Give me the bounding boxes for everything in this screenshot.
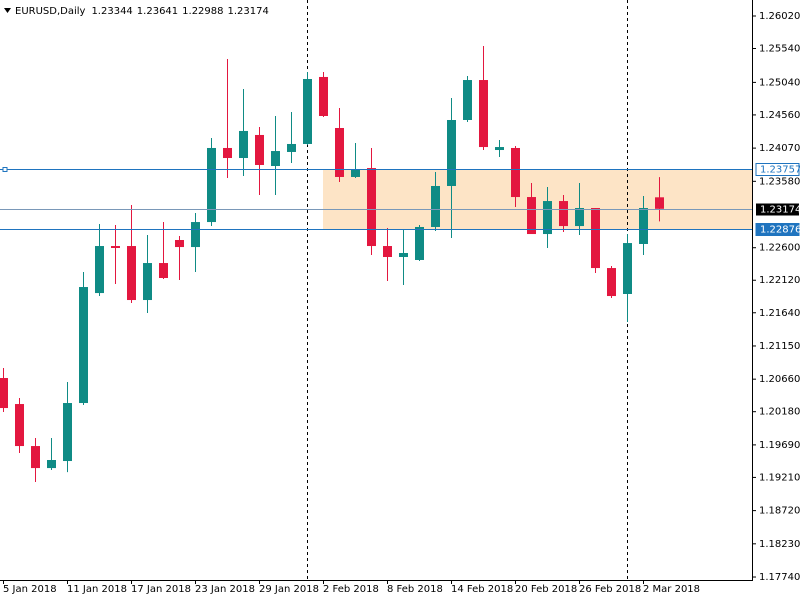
candle-body <box>543 201 552 235</box>
price-label-box <box>756 203 799 216</box>
symbol: EURUSD,Daily <box>15 6 86 17</box>
x-tick-label: 5 Jan 2018 <box>3 584 57 595</box>
header-close: 1.23174 <box>228 6 269 17</box>
candle-body <box>255 134 264 165</box>
candle-body <box>271 151 280 167</box>
candle-body <box>175 239 184 248</box>
candle-body <box>287 143 296 152</box>
x-tick-label: 20 Feb 2018 <box>515 584 577 595</box>
y-tick-label: 1.20660 <box>759 374 800 385</box>
x-tick-label: 23 Jan 2018 <box>195 584 255 595</box>
candle-body <box>591 208 600 269</box>
y-tick-label: 1.25540 <box>759 44 800 55</box>
candle-body <box>31 446 40 469</box>
y-tick-label: 1.21150 <box>759 341 800 352</box>
candle-body <box>623 243 632 294</box>
y-tick-label: 1.18720 <box>759 506 800 517</box>
y-tick-label: 1.22600 <box>759 243 800 254</box>
candle-body <box>127 246 136 301</box>
candle-body <box>463 80 472 120</box>
candle-body <box>415 226 424 260</box>
candle-body <box>303 79 312 144</box>
candle-body <box>607 268 616 297</box>
candle-body <box>447 119 456 186</box>
candle-body <box>655 197 664 209</box>
x-tick-label: 8 Feb 2018 <box>387 584 443 595</box>
candle-body <box>479 80 488 148</box>
candle-body <box>0 378 8 409</box>
candle-body <box>319 76 328 116</box>
y-tick-label: 1.21640 <box>759 308 800 319</box>
price-label: 1.23174 <box>760 205 800 216</box>
candle-body <box>191 222 200 248</box>
header: EURUSD,Daily 1.23344 1.23641 1.22988 1.23174 <box>15 6 269 17</box>
zone <box>323 169 752 230</box>
candle-body <box>95 246 104 294</box>
candle-body <box>575 208 584 227</box>
y-tick-label: 1.25040 <box>759 77 800 88</box>
level-label: 1.22876 <box>760 225 800 236</box>
x-tick-label: 26 Feb 2018 <box>579 584 641 595</box>
y-tick-label: 1.24560 <box>759 110 800 121</box>
level-anchor <box>2 167 8 172</box>
candle-body <box>47 460 56 469</box>
x-tick-label: 29 Jan 2018 <box>259 584 319 595</box>
y-tick-label: 1.22120 <box>759 275 800 286</box>
candle-body <box>367 168 376 247</box>
level-label: 1.23757 <box>760 165 800 176</box>
x-tick-label: 14 Feb 2018 <box>451 584 513 595</box>
candle-body <box>511 147 520 198</box>
candle-body <box>527 197 536 235</box>
header-open: 1.23344 <box>91 6 132 17</box>
candle-body <box>79 287 88 404</box>
candle-body <box>351 170 360 177</box>
x-tick-label: 17 Jan 2018 <box>131 584 191 595</box>
y-tick-label: 1.17740 <box>759 572 800 583</box>
level-label-box <box>755 223 800 236</box>
level-label-box <box>755 163 800 176</box>
candle-body <box>639 208 648 244</box>
candle-body <box>159 263 168 279</box>
y-tick-label: 1.24070 <box>759 143 800 154</box>
menu-arrow[interactable] <box>4 8 11 13</box>
y-tick-label: 1.23580 <box>759 176 800 187</box>
candle-body <box>207 147 216 223</box>
header-low: 1.22988 <box>182 6 223 17</box>
candle-body <box>399 253 408 258</box>
candle-body <box>111 246 120 248</box>
header-high: 1.23641 <box>137 6 178 17</box>
candle-body <box>495 147 504 151</box>
candle-body <box>431 185 440 227</box>
candle-body <box>559 201 568 227</box>
candle-body <box>63 403 72 462</box>
candle-body <box>383 246 392 258</box>
candle-body <box>143 263 152 301</box>
plot-area <box>0 0 752 580</box>
x-tick-label: 11 Jan 2018 <box>67 584 127 595</box>
candle-body <box>335 127 344 177</box>
x-tick-label: 2 Mar 2018 <box>643 584 700 595</box>
candle-body <box>223 147 232 159</box>
x-tick-label: 2 Feb 2018 <box>323 584 379 595</box>
y-tick-label: 1.20180 <box>759 407 800 418</box>
y-tick-label: 1.26020 <box>759 11 800 22</box>
y-tick-label: 1.19210 <box>759 472 800 483</box>
candle-body <box>239 130 248 159</box>
y-tick-label: 1.18230 <box>759 539 800 550</box>
candle-body <box>15 404 24 447</box>
y-tick-label: 1.19690 <box>759 440 800 451</box>
